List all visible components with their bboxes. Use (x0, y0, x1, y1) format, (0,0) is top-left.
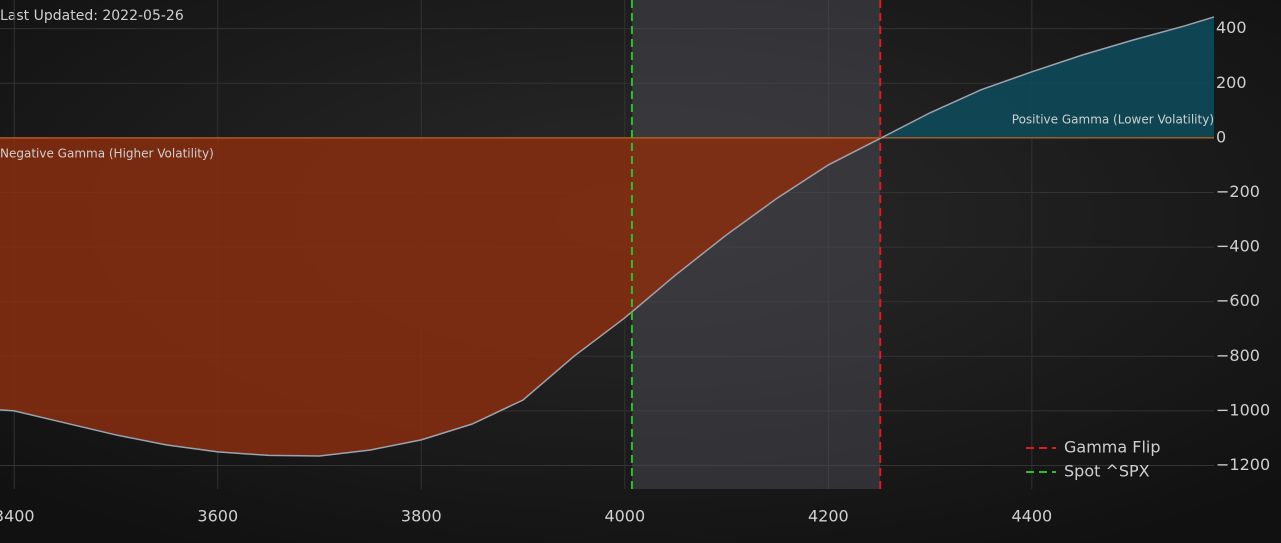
y-tick-label: −1000 (1216, 400, 1270, 419)
y-tick-label: −1200 (1216, 455, 1270, 474)
x-tick-label: 4400 (1011, 507, 1052, 526)
x-tick-label: 4000 (604, 507, 645, 526)
y-tick-label: −400 (1216, 237, 1260, 256)
subtitle: Last Updated: 2022-05-26 (0, 8, 184, 24)
x-tick-label: 3800 (401, 507, 442, 526)
x-tick-label: 4200 (808, 507, 849, 526)
x-tick-label: 3400 (0, 507, 35, 526)
annotation: Positive Gamma (Lower Volatility) (1012, 112, 1214, 126)
y-tick-label: 0 (1216, 127, 1226, 146)
y-tick-label: −800 (1216, 346, 1260, 365)
y-tick-label: 200 (1216, 73, 1247, 92)
x-tick-label: 3600 (197, 507, 238, 526)
legend-label: Gamma Flip (1064, 438, 1161, 457)
positive-area (0, 16, 1214, 138)
y-tick-label: −600 (1216, 291, 1260, 310)
annotation: Negative Gamma (Higher Volatility) (0, 146, 214, 160)
legend-label: Spot ^SPX (1064, 462, 1150, 481)
y-tick-label: 400 (1216, 18, 1247, 37)
negative-area (0, 137, 882, 456)
gamma-curve (0, 16, 1215, 457)
y-tick-label: −200 (1216, 182, 1260, 201)
